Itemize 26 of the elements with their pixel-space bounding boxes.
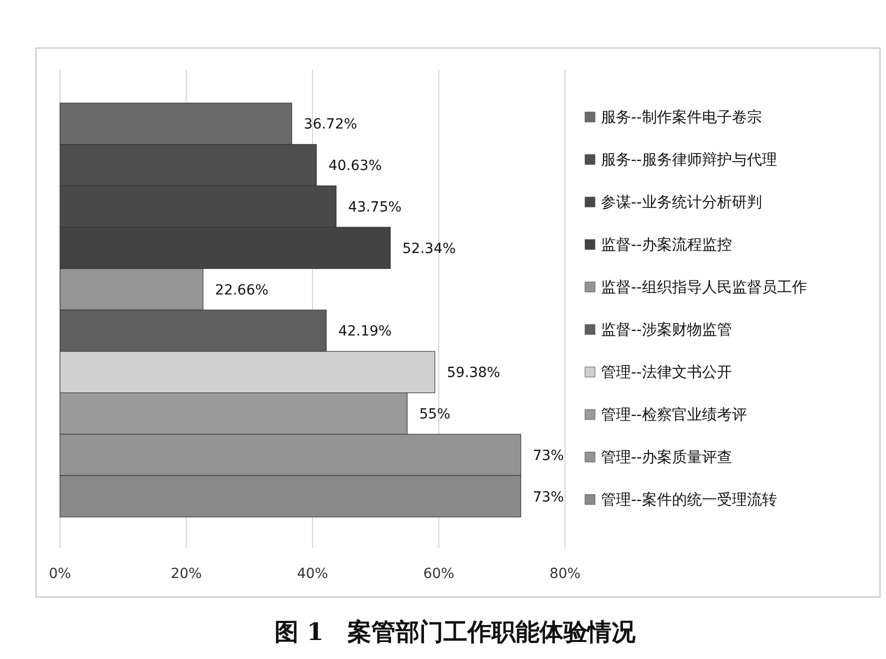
legend-label: 参谋--业务统计分析研判 <box>601 193 762 211</box>
legend-label: 管理--办案质量评查 <box>601 448 732 466</box>
x-tick-label: 20% <box>170 566 202 582</box>
data-label: 59.38% <box>446 365 500 382</box>
data-label: 52.34% <box>402 240 456 257</box>
data-label: 55% <box>419 406 450 422</box>
data-label: 73% <box>532 448 564 464</box>
data-label: 42.19% <box>338 324 392 340</box>
x-tick-label: 80% <box>549 566 581 582</box>
data-label: 43.75% <box>348 200 402 216</box>
legend-label: 管理--法律文书公开 <box>601 363 732 381</box>
legend-label: 监督--组织指导人民监督员工作 <box>601 278 807 296</box>
legend-label: 管理--案件的统一受理流转 <box>601 490 777 508</box>
x-tick-label: 40% <box>296 566 328 582</box>
data-label: 22.66% <box>215 282 268 298</box>
legend-label: 监督--办案流程监控 <box>601 236 732 254</box>
legend-label: 管理--检察官业绩考评 <box>601 406 747 424</box>
text: 图 1 案管部门工作职能体验情况 <box>274 617 637 646</box>
legend-label: 监督--涉案财物监管 <box>601 320 732 338</box>
data-label: 36.72% <box>304 116 358 133</box>
data-label: 73% <box>532 489 564 506</box>
x-tick-label: 0% <box>48 566 72 582</box>
legend-label: 服务--制作案件电子卷宗 <box>601 108 762 126</box>
data-label: 40.63% <box>328 158 382 174</box>
legend-label: 服务--服务律师辩护与代理 <box>601 150 777 168</box>
x-tick-label: 60% <box>423 566 454 582</box>
